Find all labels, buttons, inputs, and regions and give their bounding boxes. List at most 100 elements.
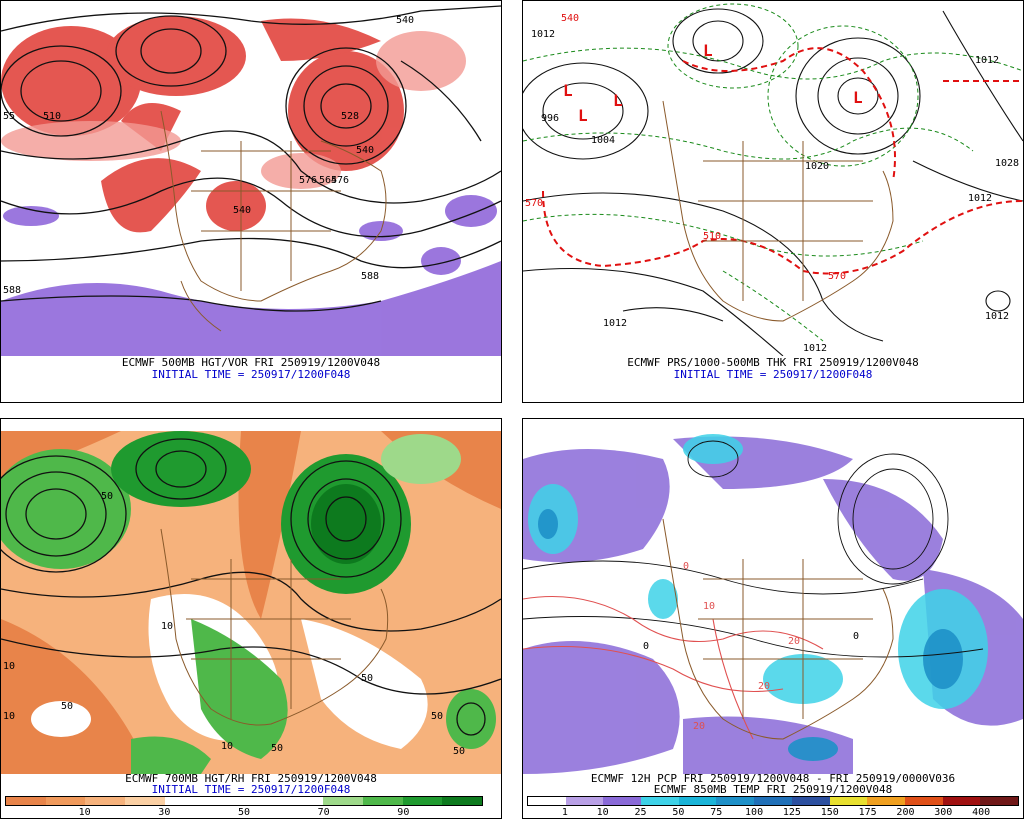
contour-label: 1020 — [805, 161, 829, 172]
contour-label: 564 — [319, 175, 337, 186]
panel-init-time: INITIAL TIME = 250917/1200F048 — [151, 783, 351, 796]
colorbar-segment — [6, 797, 46, 805]
colorbar-segment — [641, 797, 679, 805]
contour-label: 50 — [453, 746, 465, 757]
contour-label: 1028 — [995, 158, 1019, 169]
colorbar-tick-label: 200 — [896, 807, 915, 818]
coastlines — [160, 110, 387, 332]
colorbar-tick-label: 75 — [710, 807, 723, 818]
colorbar-segment — [442, 797, 483, 805]
colorbar-segment — [402, 797, 443, 805]
rh-colorbar-ticks: 10 30 50 70 90 — [5, 807, 483, 821]
contour-label: 540 — [396, 15, 414, 26]
contour-label: 20 — [788, 636, 800, 647]
contour-label: 1012 — [985, 311, 1009, 322]
colorbar-segment — [754, 797, 792, 805]
rh-colorbar — [5, 796, 483, 806]
colorbar-segment — [323, 797, 364, 805]
colorbar-tick-label: 1 — [561, 807, 568, 818]
contour-label: 50 — [61, 701, 73, 712]
colorbar-segment — [565, 797, 604, 805]
contour-label: 510 — [703, 231, 721, 242]
colorbar-segment — [791, 797, 830, 805]
850mb-temperature-contours — [523, 595, 824, 740]
colorbar-segment — [603, 797, 642, 805]
contour-label: 1012 — [603, 318, 627, 329]
panel-init-time: INITIAL TIME = 250917/1200F048 — [151, 368, 351, 381]
precip-colorbar-ticks: 1 10 25 50 75 100 125 150 175 200 300 400 — [527, 807, 1019, 821]
contour-label: 10 — [3, 661, 15, 672]
contour-label: 540 — [356, 145, 374, 156]
colorbar-tick-label: 300 — [934, 807, 953, 818]
contour-label: 10 — [703, 601, 715, 612]
contour-label: 20 — [693, 721, 705, 732]
isobars — [523, 8, 1023, 356]
colorbar-tick-label: 10 — [596, 807, 609, 818]
panel-pcp-850temp: 0 10 20 20 0 0 20 ECMWF 12H PCP FRI 2509… — [522, 418, 1024, 819]
coastlines — [160, 528, 389, 726]
colorbar-segment — [85, 797, 126, 805]
panel-caption: ECMWF PRS/1000-500MB THK FRI 250919/1200… — [627, 356, 919, 369]
colorbar-segment — [980, 797, 1018, 805]
contour-label: 10 — [221, 741, 233, 752]
colorbar-segment — [867, 797, 905, 805]
colorbar-segment — [716, 797, 755, 805]
contour-label: 50 — [361, 673, 373, 684]
precip-colorbar — [527, 796, 1019, 806]
panel-caption: ECMWF 500MB HGT/VOR FRI 250919/1200V048 — [121, 356, 381, 369]
panel-caption: ECMWF 12H PCP FRI 250919/1200V048 - FRI … — [590, 772, 956, 785]
contour-label: 1012 — [531, 29, 555, 40]
contour-label: 588 — [361, 271, 379, 282]
contour-label: 528 — [341, 111, 359, 122]
colorbar-segment — [125, 797, 165, 805]
thickness-contours — [523, 3, 1023, 342]
map-700mb-hgt-rh: 50 10 50 10 50 10 50 50 10 50 — [1, 431, 501, 774]
contour-label: 50 — [271, 743, 283, 754]
colorbar-segment — [942, 797, 981, 805]
contour-label: 50 — [101, 491, 113, 502]
colorbar-tick-label: 25 — [634, 807, 647, 818]
svg-text:L: L — [613, 91, 623, 110]
colorbar-segment — [528, 797, 566, 805]
contour-label: 0 — [853, 631, 859, 642]
contour-label: 55 — [3, 111, 15, 122]
colorbar-segment — [45, 797, 86, 805]
colorbar-segment — [363, 797, 403, 805]
svg-text:L: L — [703, 41, 713, 60]
colorbar-segment — [283, 797, 324, 805]
contour-label: 996 — [541, 113, 559, 124]
thickness-540-570 — [542, 47, 1023, 275]
colorbar-segment — [829, 797, 868, 805]
colorbar-segment — [204, 797, 245, 805]
colorbar-segment — [164, 797, 205, 805]
svg-text:L: L — [578, 106, 588, 125]
height-contours — [1, 5, 501, 312]
panel-700mb-hgt-rh: 50 10 50 10 50 10 50 50 10 50 ECMWF 700M… — [0, 418, 502, 819]
colorbar-segment — [678, 797, 717, 805]
contour-label: 570 — [525, 198, 543, 209]
contour-label: 1012 — [968, 193, 992, 204]
heavy-precip-shading — [538, 509, 963, 761]
panel-caption-secondary: ECMWF 850MB TEMP FRI 250919/1200V048 — [653, 783, 893, 796]
colorbar-tick-label: 90 — [397, 807, 410, 818]
contour-label: 510 — [43, 111, 61, 122]
moist-shading — [1, 431, 496, 774]
colorbar-tick-label: 70 — [317, 807, 330, 818]
colorbar-tick-label: 400 — [972, 807, 991, 818]
colorbar-tick-label: 10 — [78, 807, 91, 818]
colorbar-segment — [244, 797, 284, 805]
colorbar-tick-label: 30 — [158, 807, 171, 818]
colorbar-tick-label: 50 — [237, 807, 251, 818]
contour-label: 540 — [233, 205, 251, 216]
contour-label: 20 — [758, 681, 770, 692]
contour-label: 50 — [431, 711, 443, 722]
colorbar-tick-label: 150 — [820, 807, 839, 818]
contour-label: 576 — [299, 175, 317, 186]
coastlines — [662, 100, 894, 322]
panel-init-time: INITIAL TIME = 250917/1200F048 — [673, 368, 873, 381]
contour-label: 1012 — [803, 343, 827, 354]
coastlines — [662, 518, 894, 740]
